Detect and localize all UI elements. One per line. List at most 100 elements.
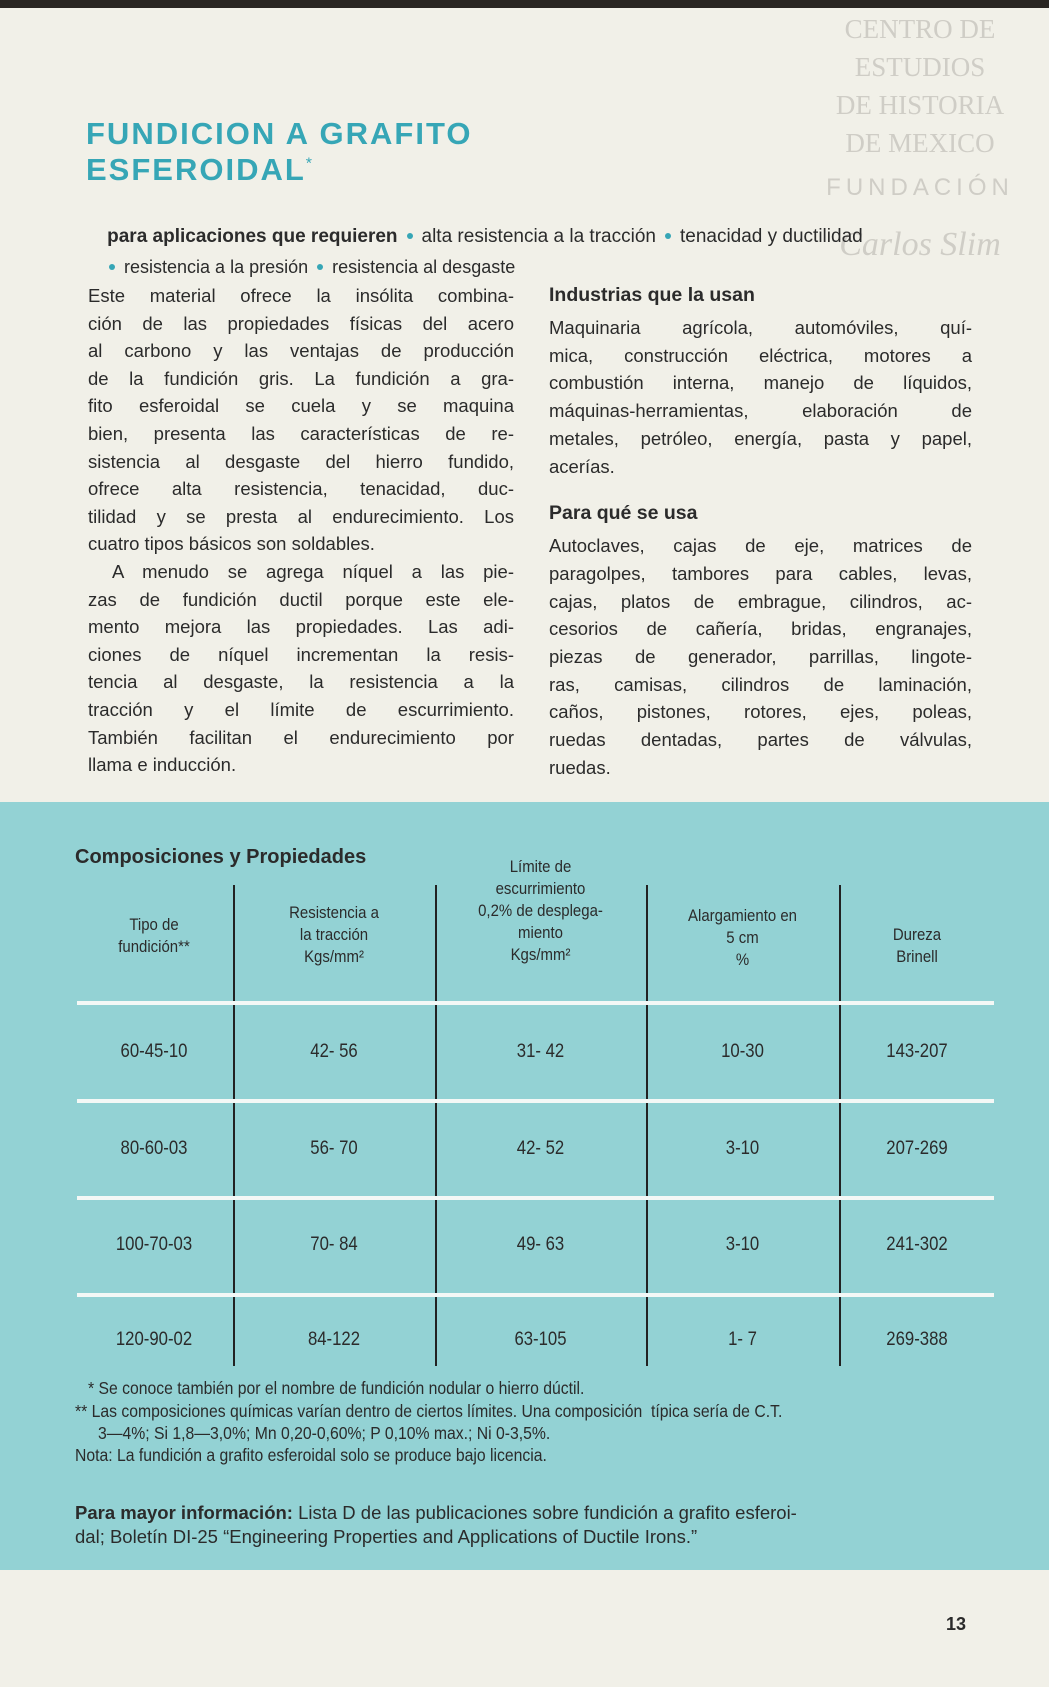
column-header: Límite de: [509, 857, 572, 876]
column-rule: [646, 885, 648, 1366]
row-rule: [77, 1099, 994, 1103]
column-header: Dureza: [892, 925, 942, 944]
watermark-foundation: FUNDACIÓN: [826, 174, 1014, 201]
text-line: sistencia al desgaste del hierro fundido…: [88, 450, 514, 472]
text-line: máquinas-herramientas, elaboración de: [549, 400, 972, 422]
section-heading: Industrias que la usan: [549, 284, 755, 306]
table-cell: 207-269: [886, 1138, 948, 1159]
text-line: piezas de generador, parrillas, lingote-: [549, 646, 972, 667]
table-cell: 241-302: [886, 1234, 948, 1255]
column-rule: [233, 885, 235, 1366]
subtitle-lead: para aplicaciones que requieren: [107, 226, 398, 247]
text-line: ciones de níquel incrementan la resis-: [88, 643, 514, 665]
column-header: 5 cm: [726, 928, 759, 947]
table-cell: 3-10: [725, 1138, 760, 1159]
text-line: tilidad y se presta al endurecimiento. L…: [88, 505, 514, 527]
column-header: fundición**: [118, 937, 190, 956]
document-page: CENTRO DE ESTUDIOS DE HISTORIA DE MEXICO FUN…: [0, 8, 1049, 1687]
column-header: miento: [518, 923, 563, 942]
column-header: Kgs/mm²: [304, 947, 364, 966]
column-header: la tracción: [299, 925, 369, 944]
table-cell: 60-45-10: [120, 1041, 188, 1062]
table-cell: 10-30: [721, 1041, 764, 1062]
column-rule: [435, 885, 437, 1366]
row-rule: [77, 1293, 994, 1297]
column-header: Brinell: [896, 947, 938, 966]
table-title: Composiciones y Propiedades: [75, 846, 367, 868]
table-cell: 42- 52: [516, 1138, 565, 1159]
feature: resistencia al desgaste: [332, 257, 516, 277]
subtitle: para aplicaciones que requieren alta resi…: [86, 204, 863, 270]
watermark-signature: Carlos Slim: [839, 226, 1001, 263]
footnote: * Se conoce también por el nombre de fun…: [88, 1378, 585, 1398]
column-rule: [839, 885, 841, 1366]
column-header: escurrimiento: [495, 879, 586, 898]
table-cell: 56- 70: [310, 1138, 358, 1159]
table-cell: 269-388: [886, 1329, 948, 1350]
table-cell: 70- 84: [310, 1234, 358, 1255]
more-info: Para mayor información: Lista D de las p…: [75, 1502, 797, 1524]
column-header: %: [735, 950, 750, 969]
table-cell: 63-105: [514, 1329, 567, 1350]
table-cell: 3-10: [725, 1234, 760, 1255]
footnote: Nota: La fundición a grafito esferoidal …: [75, 1445, 547, 1465]
table-cell: 80-60-03: [120, 1138, 188, 1159]
text-line: ras, camisas, cilindros de laminación,: [549, 673, 972, 695]
page-number: 13: [946, 1614, 967, 1634]
text-line: zas de fundición ductil porque este ele-: [88, 588, 514, 610]
text-line: cesorios de cañería, bridas, engranajes,: [549, 618, 972, 640]
text-line: tracción y el límite de escurrimiento.: [88, 699, 514, 720]
text-line: tencia al desgaste, la resistencia a la: [88, 671, 514, 693]
text-line: Este material ofrece la insólita combina…: [88, 285, 514, 306]
title-text: ESFEROIDAL: [86, 152, 306, 187]
text-line: ruedas.: [549, 756, 611, 778]
text-line: ción de las propiedades físicas del acer…: [88, 312, 514, 334]
table-cell: 1- 7: [728, 1329, 757, 1350]
table-cell: 143-207: [886, 1041, 948, 1062]
text-line: ofrece alta resistencia, tenacidad, duc-: [88, 478, 514, 500]
text-line: fito esferoidal se cuela y se maquina: [88, 395, 514, 417]
section-heading: Para qué se usa: [549, 502, 698, 525]
text-line: combustión interna, manejo de líquidos,: [549, 372, 972, 394]
watermark-line: ESTUDIOS: [854, 52, 986, 82]
table-cell: 100-70-03: [115, 1234, 193, 1255]
footnote: ** Las composiciones químicas varían den…: [75, 1401, 783, 1421]
text-line: A menudo se agrega níquel a las pie-: [112, 561, 514, 582]
column-header: Resistencia a: [289, 903, 379, 922]
column-header: Kgs/mm²: [510, 945, 571, 964]
text-line: cuatro tipos básicos son soldables.: [88, 533, 375, 555]
column-header: Tipo de: [129, 915, 179, 934]
text-line: llama e inducción.: [88, 754, 237, 776]
text-line: cajas, platos de embrague, cilindros, ac…: [549, 590, 972, 612]
feature: resistencia a la presión: [124, 257, 309, 277]
feature: tenacidad y ductilidad: [679, 226, 863, 247]
text-line: al carbono y las ventajas de producción: [88, 340, 514, 362]
text-line: También facilitan el endurecimiento por: [88, 726, 514, 748]
text-line: acerías.: [549, 455, 615, 477]
table-band: [0, 802, 1049, 1570]
column-header: Alargamiento en: [688, 906, 797, 925]
table-cell: 84-122: [307, 1329, 361, 1350]
watermark-line: CENTRO DE: [844, 14, 996, 44]
table-cell: 120-90-02: [115, 1329, 193, 1350]
row-rule: [77, 1196, 994, 1200]
footnote: 3—4%; Si 1,8—3,0%; Mn 0,20-0,60%; P 0,10…: [98, 1423, 551, 1443]
table-cell: 42- 56: [310, 1041, 358, 1062]
title-line: FUNDICION A GRAFITO: [86, 116, 473, 151]
more-info-label: Para mayor información:: [75, 1502, 293, 1523]
table-cell: 49- 63: [516, 1234, 565, 1255]
text-line: paragolpes, tambores para cables, levas,: [549, 562, 972, 584]
text-line: bien, presenta las características de re…: [88, 423, 514, 444]
watermark-line: DE MEXICO: [845, 128, 995, 158]
text-line: Maquinaria agrícola, automóviles, quí-: [549, 317, 972, 338]
text-line: metales, petróleo, energía, pasta y pape…: [549, 427, 972, 449]
subtitle: resistencia a la presión resistencia al d…: [80, 236, 515, 299]
text-line: caños, pistones, rotores, ejes, poleas,: [549, 701, 972, 723]
text-line: ruedas dentadas, partes de válvulas,: [549, 729, 972, 751]
title-mark: *: [305, 155, 315, 173]
feature: alta resistencia a la tracción: [421, 226, 656, 247]
text-line: de la fundición gris. La fundición a gra…: [88, 367, 514, 389]
text-line: mento mejora las propiedades. Las adi-: [88, 616, 514, 638]
table-cell: 31- 42: [516, 1041, 565, 1062]
